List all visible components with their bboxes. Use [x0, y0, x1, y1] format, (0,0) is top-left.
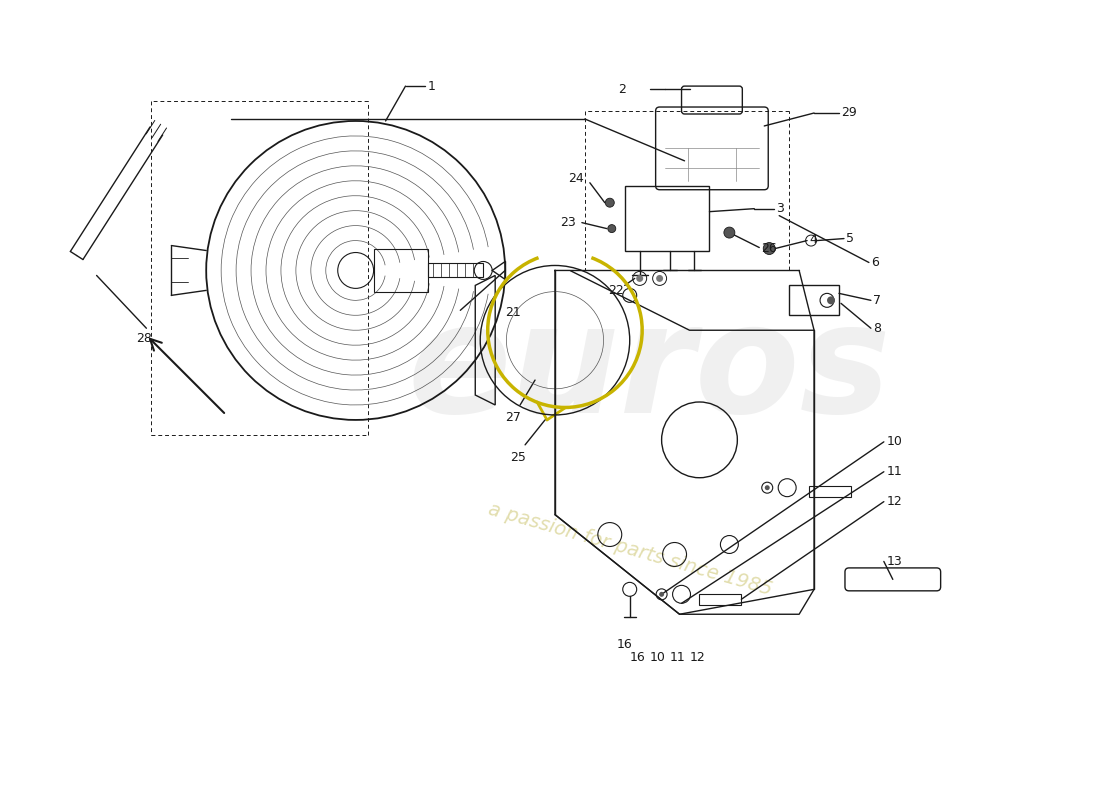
- Circle shape: [724, 227, 735, 238]
- Text: 21: 21: [505, 306, 521, 319]
- Text: 5: 5: [846, 232, 854, 245]
- Circle shape: [763, 242, 776, 254]
- Circle shape: [659, 592, 664, 597]
- Text: 2: 2: [618, 82, 626, 95]
- Circle shape: [656, 275, 663, 282]
- Bar: [810, 486, 851, 497]
- Text: 7: 7: [873, 294, 881, 307]
- Text: euros: euros: [408, 296, 891, 445]
- Text: 16: 16: [617, 638, 632, 650]
- Text: 11: 11: [887, 466, 903, 478]
- Text: 3: 3: [777, 202, 784, 215]
- Text: 4: 4: [810, 233, 817, 246]
- Text: 10: 10: [650, 650, 666, 664]
- Circle shape: [764, 486, 770, 490]
- Text: 16: 16: [630, 650, 646, 664]
- Text: 23: 23: [560, 216, 575, 229]
- Text: 13: 13: [887, 555, 903, 568]
- Text: 11: 11: [670, 650, 685, 664]
- Circle shape: [636, 275, 644, 282]
- Circle shape: [605, 198, 614, 207]
- Bar: [374, 249, 428, 292]
- Text: 27: 27: [505, 411, 521, 425]
- Text: 25: 25: [510, 451, 526, 464]
- Bar: [428, 263, 483, 278]
- Circle shape: [608, 225, 616, 233]
- Bar: [789, 286, 839, 315]
- Text: 24: 24: [568, 172, 584, 186]
- Text: 1: 1: [428, 79, 436, 93]
- Text: 8: 8: [873, 322, 881, 334]
- Text: 22: 22: [608, 284, 624, 297]
- Text: 28: 28: [136, 332, 152, 345]
- Circle shape: [827, 296, 835, 304]
- Text: 6: 6: [871, 256, 879, 269]
- Text: a passion for parts since 1985: a passion for parts since 1985: [485, 500, 774, 599]
- Text: 10: 10: [887, 435, 903, 448]
- Text: 26: 26: [761, 242, 777, 255]
- Bar: [625, 186, 710, 250]
- Text: 12: 12: [690, 650, 705, 664]
- Text: 12: 12: [887, 495, 903, 508]
- Text: 29: 29: [842, 106, 857, 119]
- Bar: [700, 594, 741, 605]
